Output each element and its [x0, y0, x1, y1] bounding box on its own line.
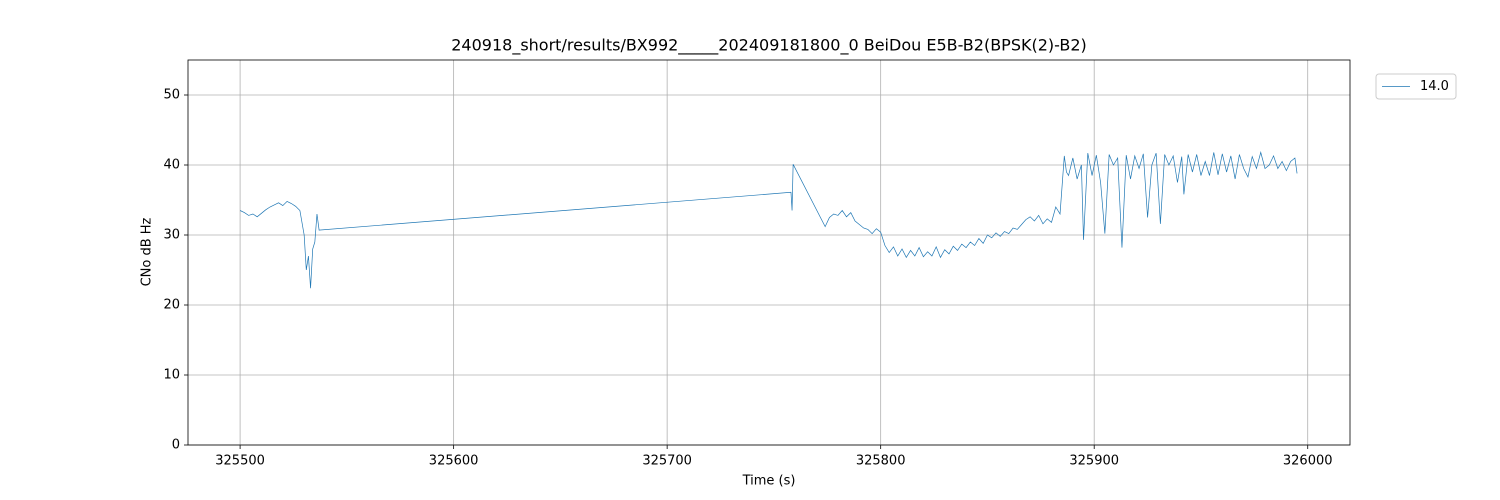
x-axis-label: Time (s)	[742, 474, 796, 489]
legend-box	[1375, 73, 1457, 100]
chart-title: 240918_short/results/BX992_____202409181…	[451, 36, 1086, 56]
y-tick-label: 0	[172, 438, 180, 453]
x-tick-label: 325500	[215, 454, 265, 469]
x-tick-label: 325700	[642, 454, 692, 469]
y-axis-label: CNo dB Hz	[140, 217, 155, 286]
y-tick-label: 40	[163, 158, 180, 173]
x-tick-label: 325900	[1069, 454, 1119, 469]
y-tick-label: 30	[163, 228, 180, 243]
data-line	[239, 151, 1298, 289]
y-tick-label: 50	[163, 88, 180, 103]
x-tick-label: 325600	[429, 454, 479, 469]
y-tick-label: 20	[163, 298, 180, 313]
plot-frame	[187, 59, 1351, 446]
x-tick-label: 326000	[1283, 454, 1333, 469]
legend-label: 14.0	[1420, 79, 1449, 94]
x-tick-label: 325800	[856, 454, 906, 469]
y-tick-label: 10	[163, 368, 180, 383]
